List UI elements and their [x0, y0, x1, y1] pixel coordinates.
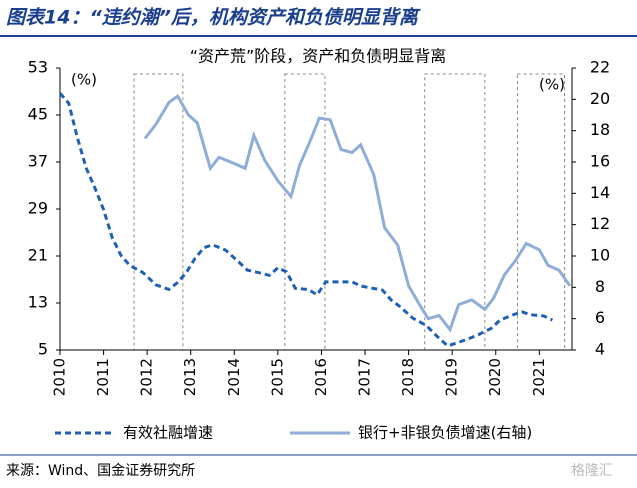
period-box — [424, 73, 486, 351]
series-line — [143, 94, 572, 333]
series-line — [58, 92, 554, 348]
y2-tick-label: 16 — [590, 152, 610, 171]
source: 来源：Wind、国金证券研究所 — [6, 463, 195, 479]
x-tick-label: 2012 — [138, 358, 156, 396]
chart-title: 图表14：“违约潮”后，机构资产和负债明显背离 — [6, 7, 421, 29]
y2-tick-label: 14 — [590, 183, 610, 202]
x-tick-label: 2016 — [312, 358, 330, 396]
y2-tick-label: 6 — [595, 308, 605, 327]
x-tick-label: 2017 — [356, 358, 374, 396]
x-tick-label: 2010 — [51, 358, 69, 396]
x-tick-label: 2013 — [181, 358, 199, 396]
period-box — [284, 73, 326, 351]
y2-tick-label: 10 — [590, 246, 610, 265]
y2-axis-label: (%) — [539, 76, 565, 94]
y2-tick-label: 8 — [595, 277, 605, 296]
y2-tick-label: 12 — [590, 214, 610, 233]
y-tick-label: 29 — [28, 199, 48, 218]
x-tick-label: 2014 — [225, 358, 243, 396]
x-tick-label: 2011 — [94, 358, 112, 396]
y-axis-label: (%) — [71, 71, 97, 89]
y-tick-label: 13 — [28, 293, 48, 312]
y-tick-label: 5 — [38, 340, 48, 359]
chart-subtitle: “资产荒”阶段，资产和负债明显背离 — [190, 47, 447, 66]
y-tick-label: 37 — [28, 152, 48, 171]
x-tick-label: 2020 — [486, 358, 504, 396]
y2-tick-label: 20 — [590, 89, 610, 108]
legend-label: 银行+非银负债增速(右轴) — [358, 424, 532, 442]
y-tick-label: 45 — [28, 105, 48, 124]
watermark: 格隆汇 — [571, 463, 613, 479]
x-tick-label: 2019 — [443, 358, 461, 396]
x-tick-label: 2015 — [268, 358, 286, 396]
y2-tick-label: 18 — [590, 120, 610, 139]
y2-tick-label: 22 — [590, 58, 610, 77]
x-tick-label: 2021 — [530, 358, 548, 396]
y-tick-label: 21 — [28, 246, 48, 265]
period-box — [133, 73, 184, 351]
x-tick-label: 2018 — [399, 358, 417, 396]
period-box — [517, 73, 566, 351]
legend-label: 有效社融增速 — [123, 424, 213, 442]
y-tick-label: 53 — [28, 58, 48, 77]
y2-tick-label: 4 — [595, 340, 605, 359]
